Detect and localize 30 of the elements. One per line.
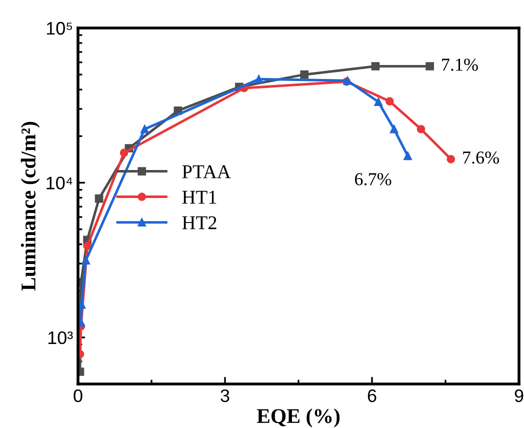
legend-label: HT2 [182,216,216,230]
point [371,62,380,70]
point [426,62,434,70]
y-axis-title: Luminance (cd/m²) [20,122,40,291]
x-axis-title: EQE (%) [256,408,340,428]
point [446,154,456,164]
point [300,70,309,79]
legend-label: HT1 [182,190,216,204]
x-tick-label: 0 [74,389,82,402]
point [416,124,426,134]
y-tick-label: 10⁵ [46,22,72,35]
x-tick-label: 3 [220,389,230,402]
point [254,74,263,84]
point [94,194,104,203]
annotation: 6.7% [355,173,392,186]
legend-label: PTAA [182,165,231,178]
y-tick-label: 10⁴ [46,176,72,190]
y-tick-label: 10³ [48,331,73,344]
x-tick-label: 9 [514,389,524,402]
point [390,124,398,134]
x-tick-label: 6 [368,389,376,402]
point [385,97,394,106]
point [140,124,149,134]
annotation: 7.6% [463,151,499,164]
point [120,148,128,157]
annotation: 7.1% [442,58,478,71]
point [374,98,383,106]
point [83,242,92,250]
point [404,152,412,160]
point [82,256,90,264]
